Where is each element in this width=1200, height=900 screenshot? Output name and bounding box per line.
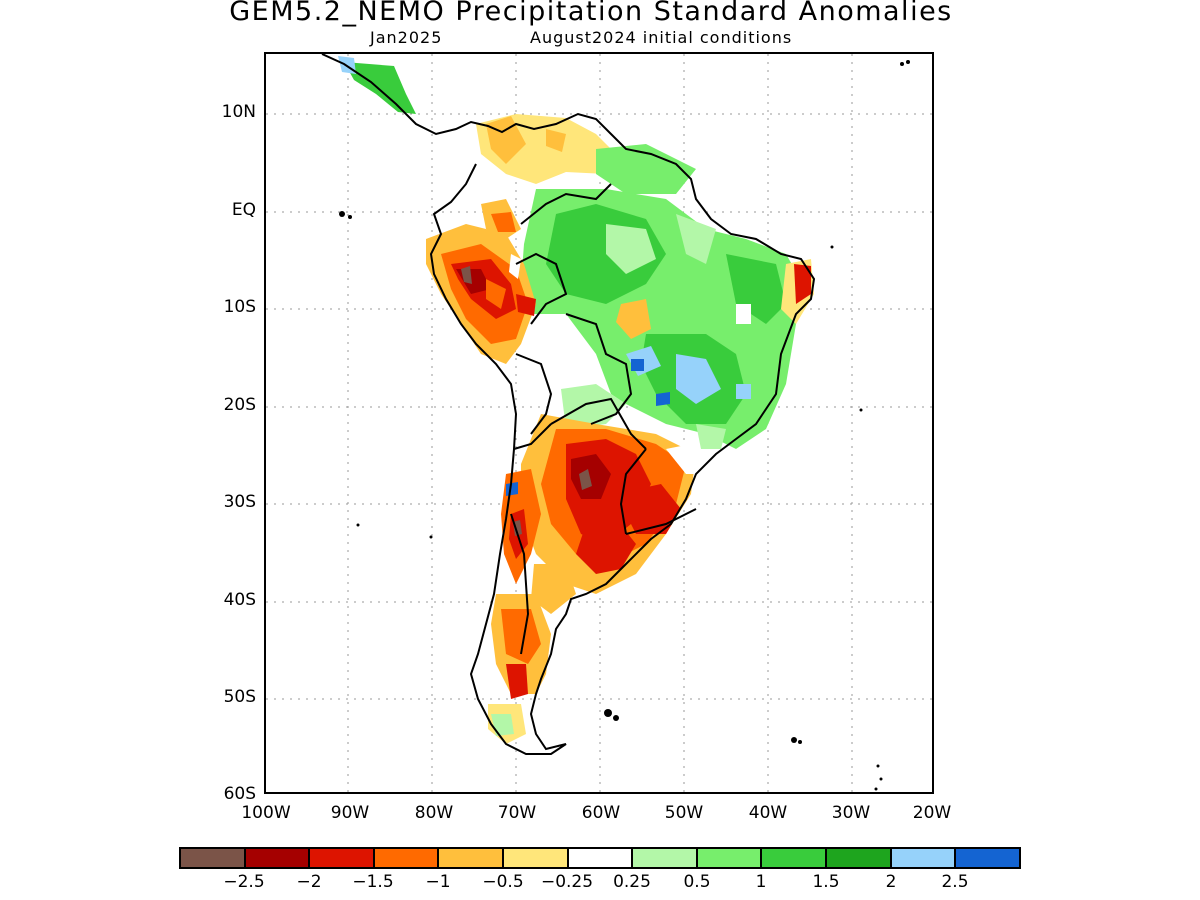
legend-swatch-4 <box>439 849 505 867</box>
legend-label: −0.25 <box>540 872 594 892</box>
legend-label: −2 <box>296 872 322 892</box>
legend-label: 0.25 <box>613 872 651 892</box>
lon-label-30w: 30W <box>831 803 871 823</box>
lat-label-60s: 60S <box>223 784 256 804</box>
legend-swatch-6 <box>568 849 634 867</box>
anomaly-map <box>266 54 932 792</box>
legend-label: −1 <box>425 872 451 892</box>
lat-label-10n: 10N <box>221 102 256 122</box>
legend-swatch-11 <box>891 849 957 867</box>
legend-swatch-12 <box>956 849 1019 867</box>
lon-label-60w: 60W <box>581 803 621 823</box>
lat-label-eq: EQ <box>231 200 256 220</box>
legend-swatch-2 <box>310 849 375 867</box>
legend-label: 2 <box>885 872 897 892</box>
legend-swatch-7 <box>633 849 698 867</box>
legend-label: 1.5 <box>812 872 840 892</box>
legend-label: −1.5 <box>352 872 394 892</box>
map-title: GEM5.2_NEMO Precipitation Standard Anoma… <box>229 0 953 27</box>
legend-label: 1 <box>755 872 767 892</box>
lon-label-40w: 40W <box>748 803 788 823</box>
legend-label: −0.5 <box>482 872 524 892</box>
valid-month-label: Jan2025 <box>370 28 443 47</box>
lon-label-50w: 50W <box>664 803 704 823</box>
legend-swatch-3 <box>374 849 440 867</box>
legend-swatch-1 <box>245 849 311 867</box>
lon-label-70w: 70W <box>497 803 537 823</box>
legend-swatch-0 <box>181 849 246 867</box>
lon-label-100w: 100W <box>241 803 291 823</box>
lat-label-50s: 50S <box>223 687 256 707</box>
legend-swatch-10 <box>827 849 892 867</box>
lon-label-80w: 80W <box>414 803 454 823</box>
coastlines <box>321 54 816 755</box>
lat-label-10s: 10S <box>223 297 256 317</box>
lat-label-40s: 40S <box>223 590 256 610</box>
legend-label: −2.5 <box>223 872 265 892</box>
legend-swatch-5 <box>504 849 569 867</box>
legend-label: 0.5 <box>683 872 711 892</box>
color-legend-bar <box>179 847 1021 869</box>
map-plot-area <box>264 52 934 794</box>
legend-swatch-9 <box>762 849 828 867</box>
precipitation-anomaly-fill <box>338 56 814 744</box>
islands <box>339 60 910 791</box>
lat-label-30s: 30S <box>223 492 256 512</box>
initial-conditions-label: August2024 initial conditions <box>530 28 793 47</box>
lon-label-20w: 20W <box>912 803 952 823</box>
lon-label-90w: 90W <box>330 803 370 823</box>
legend-swatch-8 <box>697 849 763 867</box>
lat-label-20s: 20S <box>223 395 256 415</box>
legend-label: 2.5 <box>941 872 969 892</box>
